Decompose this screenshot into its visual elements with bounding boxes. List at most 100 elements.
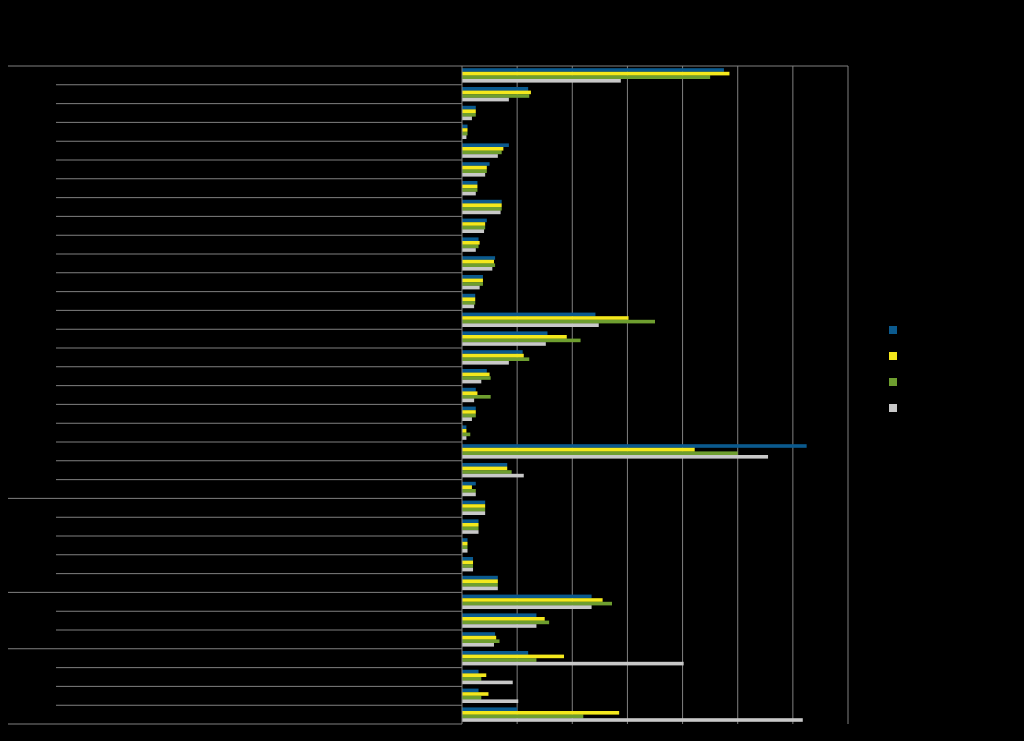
bar-s2-row-13 — [462, 297, 476, 301]
bar-s2-row-12 — [462, 278, 483, 283]
bar-s4-row-7 — [462, 191, 476, 196]
bar-s4-row-24 — [462, 511, 486, 515]
bar-s2-row-9 — [462, 222, 486, 226]
bar-s1-row-34 — [462, 688, 479, 693]
bar-s4-row-31 — [462, 643, 494, 647]
bar-s3-row-13 — [462, 301, 476, 305]
bar-s1-row-15 — [462, 331, 548, 335]
bar-s3-row-20 — [462, 432, 471, 437]
legend-marker-s3 — [889, 378, 897, 386]
bar-s3-row-14 — [462, 319, 655, 324]
bar-s4-row-1 — [462, 79, 621, 83]
bar-s1-row-29 — [462, 594, 592, 599]
bar-s4-row-26 — [462, 549, 468, 553]
bar-s3-row-9 — [462, 225, 486, 230]
bar-s1-row-4 — [462, 124, 468, 129]
bar-s4-row-20 — [462, 436, 467, 440]
bar-s1-row-18 — [462, 387, 476, 392]
bar-s1-row-33 — [462, 669, 479, 674]
bar-s3-row-31 — [462, 639, 500, 643]
bar-s3-row-19 — [462, 413, 476, 418]
bar-s3-row-29 — [462, 601, 612, 606]
legend-marker-s2 — [889, 352, 897, 360]
bar-s4-row-12 — [462, 285, 480, 290]
bar-s2-row-2 — [462, 90, 531, 95]
bar-s4-row-28 — [462, 586, 498, 591]
bar-s2-row-31 — [462, 635, 497, 640]
bar-s3-row-3 — [462, 113, 476, 117]
bar-s3-row-2 — [462, 94, 530, 98]
bar-s1-row-31 — [462, 632, 496, 636]
bar-s2-row-30 — [462, 617, 545, 621]
bar-s1-row-21 — [462, 444, 807, 448]
bar-s2-row-17 — [462, 372, 490, 377]
bar-s3-row-5 — [462, 150, 502, 155]
bar-s3-row-26 — [462, 545, 468, 549]
bar-s1-row-14 — [462, 312, 596, 317]
bar-s1-row-11 — [462, 256, 496, 260]
bar-s4-row-25 — [462, 530, 479, 534]
bar-s1-row-13 — [462, 293, 476, 298]
bar-s4-row-19 — [462, 417, 472, 421]
bar-s2-row-32 — [462, 654, 565, 659]
bar-s3-row-4 — [462, 131, 468, 136]
bar-s3-row-6 — [462, 169, 487, 173]
bar-s4-row-5 — [462, 154, 498, 158]
bar-s2-row-1 — [462, 71, 730, 76]
bar-s2-row-10 — [462, 241, 480, 245]
bar-s1-row-10 — [462, 237, 479, 241]
bar-s4-row-14 — [462, 323, 599, 327]
bar-s1-row-7 — [462, 181, 478, 185]
bar-s4-row-33 — [462, 680, 513, 685]
bar-s2-row-7 — [462, 184, 478, 189]
bar-s3-row-23 — [462, 489, 476, 493]
bar-s2-row-4 — [462, 128, 468, 132]
bar-s1-row-16 — [462, 350, 523, 354]
bar-s4-row-30 — [462, 624, 537, 628]
bar-s4-row-18 — [462, 398, 475, 403]
bar-s4-row-17 — [462, 379, 482, 384]
bar-s4-row-35 — [462, 718, 803, 722]
bar-s2-row-27 — [462, 560, 474, 565]
legend-marker-s4 — [889, 404, 897, 412]
bar-s2-row-14 — [462, 316, 629, 320]
bar-s2-row-20 — [462, 429, 467, 433]
bar-s2-row-22 — [462, 466, 508, 471]
bar-s3-row-7 — [462, 188, 478, 192]
bar-s2-row-33 — [462, 673, 487, 677]
bar-s4-row-29 — [462, 605, 592, 609]
bar-s3-row-32 — [462, 658, 537, 662]
bar-s1-row-27 — [462, 557, 474, 561]
bar-s4-row-4 — [462, 135, 467, 139]
bar-s3-row-25 — [462, 526, 479, 531]
bar-s3-row-15 — [462, 338, 581, 343]
bar-s3-row-8 — [462, 207, 502, 211]
bar-s1-row-9 — [462, 218, 487, 223]
bar-s4-row-8 — [462, 210, 501, 215]
bar-s3-row-27 — [462, 564, 474, 568]
bar-s4-row-2 — [462, 97, 509, 102]
bar-s2-row-6 — [462, 165, 487, 170]
bar-s2-row-35 — [462, 711, 620, 715]
bar-s4-row-22 — [462, 473, 524, 478]
bar-s1-row-6 — [462, 162, 490, 166]
bar-s1-row-17 — [462, 369, 487, 373]
bar-s4-row-27 — [462, 567, 474, 572]
bars — [462, 68, 807, 722]
bar-s4-row-21 — [462, 455, 769, 459]
bar-s3-row-34 — [462, 695, 482, 700]
bar-s3-row-16 — [462, 357, 530, 361]
bar-s4-row-9 — [462, 229, 485, 233]
bar-s2-row-5 — [462, 147, 504, 151]
bar-s2-row-24 — [462, 504, 486, 508]
bar-s3-row-22 — [462, 470, 512, 474]
bar-s2-row-21 — [462, 447, 695, 452]
bar-s4-row-11 — [462, 267, 493, 271]
bar-s1-row-25 — [462, 519, 479, 523]
bar-s2-row-18 — [462, 391, 478, 395]
bar-s4-row-23 — [462, 492, 476, 497]
legend — [889, 326, 897, 412]
bar-s3-row-1 — [462, 75, 711, 79]
